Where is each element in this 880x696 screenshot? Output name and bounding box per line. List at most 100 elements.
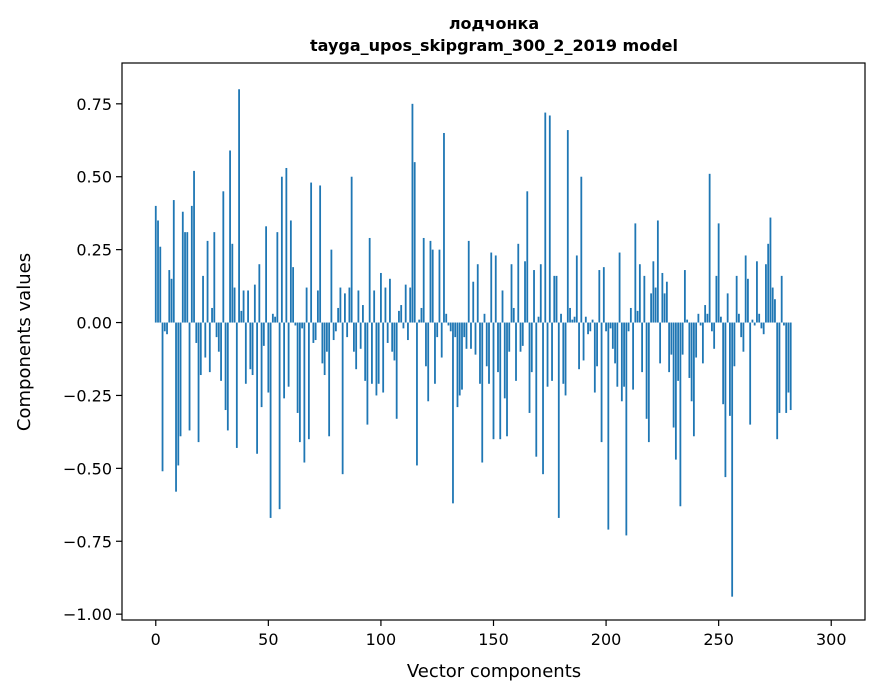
bar [359, 322, 362, 349]
y-tick-label: −1.00 [63, 605, 112, 624]
bar [371, 322, 373, 384]
bar [774, 299, 776, 323]
bar [285, 167, 288, 323]
bar [753, 322, 756, 326]
bar [260, 322, 263, 408]
bar [555, 275, 558, 323]
bar [344, 293, 346, 323]
bar [377, 322, 380, 384]
bar [366, 322, 369, 425]
bar [524, 261, 526, 323]
x-axis-label: Vector components [407, 661, 581, 682]
bar [220, 322, 222, 381]
y-tick-label: 0.00 [76, 314, 112, 333]
bar [776, 322, 779, 440]
bar [251, 322, 254, 376]
bar [249, 322, 252, 370]
bar [362, 305, 364, 323]
bar [449, 322, 452, 332]
bar [686, 319, 689, 323]
bar [708, 173, 711, 323]
bar [204, 322, 207, 358]
bar [771, 287, 774, 323]
bar [503, 322, 506, 399]
bar [562, 322, 565, 384]
bar [756, 261, 758, 323]
bar [740, 322, 743, 338]
bar [672, 322, 675, 428]
bar [319, 185, 322, 323]
bar [384, 287, 387, 323]
bar [373, 290, 376, 323]
bar [596, 322, 598, 367]
bar [616, 322, 619, 387]
bar [726, 293, 729, 323]
bar [179, 322, 182, 437]
bar [235, 322, 238, 448]
bar [476, 264, 479, 323]
bar [618, 252, 621, 323]
bar [240, 310, 243, 323]
x-tick-label: 300 [816, 630, 847, 649]
bar-series [154, 89, 792, 597]
bar [645, 322, 648, 419]
bar [303, 322, 306, 463]
bar [206, 240, 209, 323]
bar [517, 243, 520, 323]
bar [463, 322, 466, 338]
bar [634, 223, 637, 323]
bar [233, 287, 236, 323]
bar [445, 313, 448, 323]
bar [492, 322, 495, 440]
bar [751, 319, 754, 323]
bar [280, 176, 283, 323]
bar [262, 322, 265, 346]
bar [573, 316, 576, 323]
bar [416, 322, 418, 466]
bar [438, 249, 441, 323]
bar [199, 322, 202, 376]
bar [305, 287, 308, 323]
bar [247, 290, 249, 323]
bar [334, 322, 337, 332]
bar [355, 322, 358, 370]
bar [695, 322, 698, 358]
bar [605, 322, 607, 332]
bar [436, 322, 439, 338]
bar [553, 275, 556, 323]
bar [427, 322, 430, 402]
bar [733, 322, 736, 367]
bar [157, 220, 159, 323]
bar [508, 322, 511, 352]
y-tick-label: 0.25 [76, 241, 112, 260]
bar [409, 287, 412, 323]
bar [265, 226, 267, 323]
bar [184, 232, 186, 323]
bar [177, 322, 180, 466]
bar [783, 322, 785, 326]
bar [316, 290, 319, 323]
bar [411, 103, 414, 323]
bar [244, 322, 247, 384]
bar [364, 322, 367, 381]
bar [787, 322, 790, 393]
bar [735, 275, 738, 323]
y-tick-label: −0.75 [63, 532, 112, 551]
bar [607, 322, 610, 530]
bar [256, 322, 258, 454]
y-tick-label: 0.75 [76, 95, 112, 114]
bar [677, 322, 680, 381]
bar [440, 322, 443, 358]
bar [602, 267, 605, 323]
bar [339, 287, 342, 323]
bar [312, 322, 315, 343]
bar [683, 270, 686, 323]
bar [357, 290, 360, 323]
bar [443, 132, 445, 323]
bar [267, 322, 270, 393]
x-tick-label: 200 [591, 630, 622, 649]
bar [762, 322, 765, 335]
bar [722, 322, 725, 405]
bar [166, 322, 168, 335]
bar [729, 322, 731, 416]
